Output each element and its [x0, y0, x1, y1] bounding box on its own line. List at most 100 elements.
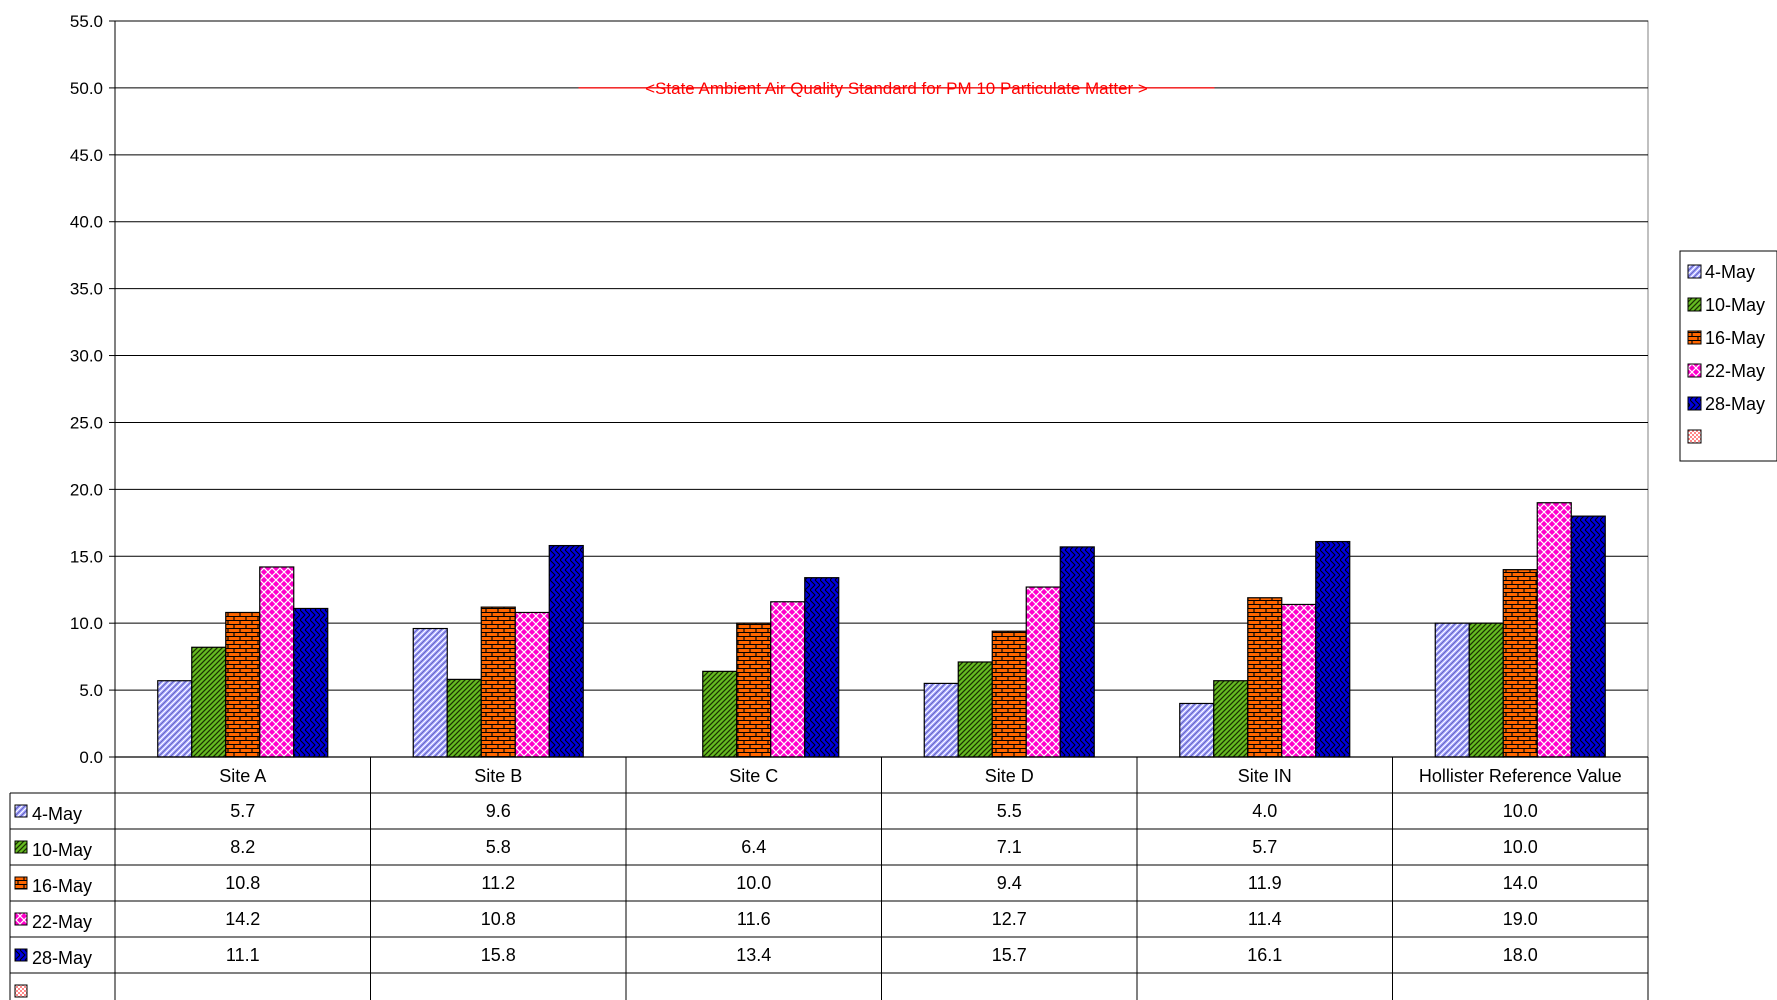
y-tick-label: 35.0 [70, 280, 103, 299]
table-cell: 19.0 [1503, 909, 1538, 929]
table-col-header: Site C [729, 766, 778, 786]
bar [923, 682, 959, 758]
legend-label: 10-May [1705, 295, 1765, 315]
table-col-header: Site IN [1238, 766, 1292, 786]
legend-key [1687, 330, 1702, 345]
legend-key [1687, 363, 1702, 378]
legend-key [1687, 396, 1702, 411]
legend: 4-May 10-May 16-May 22-May 28-May [1679, 250, 1777, 462]
table-cell: 4.0 [1252, 801, 1277, 821]
y-tick-label: 20.0 [70, 480, 103, 499]
table-col-header: Site B [474, 766, 522, 786]
bar [1315, 540, 1351, 758]
table-cell: 13.4 [736, 945, 771, 965]
bar [191, 646, 227, 758]
table-cell: 7.1 [997, 837, 1022, 857]
table-cell: 10.8 [481, 909, 516, 929]
table-cell: 15.8 [481, 945, 516, 965]
bar [1025, 586, 1061, 758]
legend-label: 22-May [1705, 361, 1765, 381]
table-cell: 14.0 [1503, 873, 1538, 893]
bar [736, 622, 772, 758]
y-tick-label: 55.0 [70, 12, 103, 31]
table-row-label: 4-May [32, 804, 82, 824]
y-tick-label: 30.0 [70, 347, 103, 366]
bar [293, 607, 329, 758]
table-cell: 14.2 [225, 909, 260, 929]
table-legend-key [14, 912, 28, 926]
bar [770, 601, 806, 758]
annotations: <State Ambient Air Quality Standard for … [578, 79, 1215, 98]
bar [1213, 680, 1249, 758]
bar [957, 661, 993, 758]
plot-area [114, 20, 1649, 758]
table-legend-key [14, 804, 28, 818]
bar [514, 611, 550, 758]
y-tick-label: 5.0 [79, 681, 103, 700]
bar [446, 678, 482, 758]
table-cell: 11.2 [481, 873, 515, 893]
table-row-label: 16-May [32, 876, 92, 896]
bar [548, 544, 584, 758]
table-cell: 12.7 [992, 909, 1027, 929]
y-tick-label: 45.0 [70, 146, 103, 165]
gridlines [114, 20, 1649, 758]
legend-key [1687, 297, 1702, 312]
table-cell: 10.8 [225, 873, 260, 893]
table-row-label: 10-May [32, 840, 92, 860]
bar [804, 577, 840, 758]
y-tick-label: 40.0 [70, 213, 103, 232]
bar [702, 670, 738, 758]
bar [1281, 603, 1317, 758]
table-legend-key [14, 840, 28, 854]
table-legend-key [14, 948, 28, 962]
bars [115, 502, 1648, 758]
table-col-header: Site D [985, 766, 1034, 786]
bar [1468, 622, 1504, 758]
table-cell: 11.1 [226, 945, 260, 965]
bar [1247, 597, 1283, 758]
table-cell: 5.7 [230, 801, 255, 821]
bar [1570, 515, 1606, 758]
table-cell: 10.0 [1503, 801, 1538, 821]
y-tick-label: 0.0 [79, 748, 103, 767]
bar [480, 606, 516, 758]
bar [1536, 502, 1572, 758]
table-cell: 16.1 [1247, 945, 1282, 965]
y-axis: 0.0 5.0 10.0 15.0 20.0 25.0 30.0 35.0 40.0 45.0 50… [70, 12, 116, 767]
table-col-header: Hollister Reference Value [1419, 766, 1622, 786]
legend-label: 4-May [1705, 262, 1755, 282]
table-cell: 10.0 [736, 873, 771, 893]
legend-key [1687, 264, 1702, 279]
table-cell: 15.7 [992, 945, 1027, 965]
table-cell: 5.7 [1252, 837, 1277, 857]
bar [259, 566, 295, 758]
table-legend-key [14, 876, 28, 890]
bar [1179, 702, 1215, 758]
table-cell: 18.0 [1503, 945, 1538, 965]
bar [225, 611, 261, 758]
table-col-header: Site A [219, 766, 266, 786]
legend-key [1687, 429, 1702, 444]
table-cell: 6.4 [741, 837, 766, 857]
bar [991, 630, 1027, 758]
y-tick-label: 15.0 [70, 547, 103, 566]
legend-box [1679, 250, 1777, 462]
y-tick-label: 25.0 [70, 413, 103, 432]
table-cell: 11.6 [737, 909, 771, 929]
bar [1434, 622, 1470, 758]
bar [1502, 569, 1538, 758]
y-tick-label: 50.0 [70, 79, 103, 98]
legend-label: 28-May [1705, 394, 1765, 414]
y-tick-label: 10.0 [70, 614, 103, 633]
table-cell: 9.4 [997, 873, 1022, 893]
legend-label: 16-May [1705, 328, 1765, 348]
bar [412, 627, 448, 758]
table-row-label: 28-May [32, 948, 92, 968]
table-cell: 11.9 [1248, 873, 1282, 893]
table-row-label: 22-May [32, 912, 92, 932]
table-cell: 11.4 [1248, 909, 1282, 929]
table-cell: 9.6 [486, 801, 511, 821]
table-cell: 5.8 [486, 837, 511, 857]
